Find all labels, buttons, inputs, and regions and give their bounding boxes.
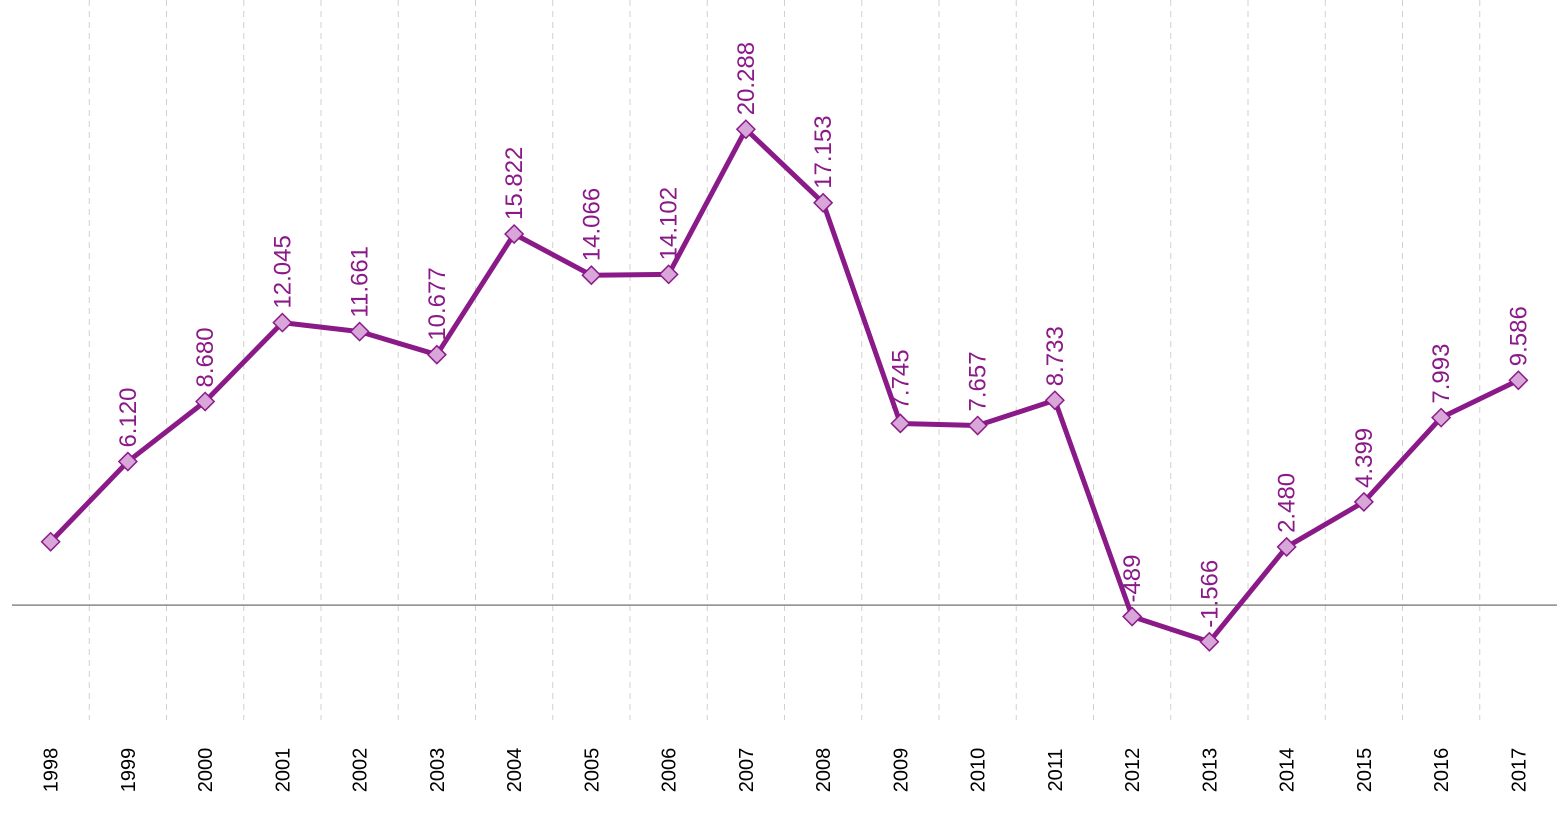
value-label: -1.566 bbox=[1196, 560, 1223, 628]
marker bbox=[504, 223, 525, 245]
x-tick-label: 2011 bbox=[1045, 748, 1067, 791]
value-label: 2.480 bbox=[1274, 473, 1301, 533]
x-tick-label: 2004 bbox=[504, 748, 526, 793]
x-tick-label: 2006 bbox=[659, 748, 681, 793]
marker bbox=[1122, 606, 1143, 627]
value-label: 14.066 bbox=[578, 188, 605, 261]
x-tick-label: 1999 bbox=[118, 748, 140, 793]
x-tick-label: 2001 bbox=[272, 748, 294, 793]
x-tick-label: 2003 bbox=[427, 748, 449, 793]
x-tick-label: 2017 bbox=[1508, 748, 1530, 793]
value-label: 6.120 bbox=[115, 387, 142, 447]
marker bbox=[813, 192, 834, 213]
marker bbox=[349, 321, 370, 342]
x-tick-label: 2014 bbox=[1277, 748, 1299, 793]
marker bbox=[117, 451, 138, 472]
x-tick-label: 2000 bbox=[195, 748, 217, 793]
marker bbox=[735, 119, 756, 140]
value-label: 10.677 bbox=[424, 267, 451, 340]
marker bbox=[1044, 390, 1065, 411]
x-tick-label: 1998 bbox=[41, 748, 63, 793]
value-label: 12.045 bbox=[269, 235, 296, 308]
marker bbox=[195, 391, 216, 412]
marker bbox=[658, 264, 679, 285]
marker bbox=[40, 531, 61, 552]
x-tick-label: 2015 bbox=[1354, 748, 1376, 793]
value-label: 8.680 bbox=[192, 327, 219, 387]
x-tick-label: 2010 bbox=[968, 748, 990, 793]
value-label: 17.153 bbox=[810, 115, 837, 188]
value-label: 15.822 bbox=[501, 147, 528, 220]
value-label: 7.657 bbox=[965, 351, 992, 411]
value-label: 8.733 bbox=[1042, 326, 1069, 386]
value-label: 20.288 bbox=[733, 42, 760, 115]
marker bbox=[1199, 631, 1220, 652]
value-label: -489 bbox=[1119, 555, 1146, 603]
x-tick-label: 2002 bbox=[350, 748, 372, 793]
x-tick-label: 2007 bbox=[736, 748, 758, 793]
x-tick-label: 2005 bbox=[581, 748, 603, 793]
line bbox=[48, 126, 1520, 645]
value-label: 14.102 bbox=[656, 187, 683, 260]
marker bbox=[1353, 491, 1374, 512]
x-tick-label: 2013 bbox=[1199, 748, 1221, 793]
marker bbox=[967, 415, 988, 436]
marker bbox=[1431, 407, 1452, 428]
value-label: 4.399 bbox=[1351, 428, 1378, 488]
marker bbox=[890, 413, 911, 434]
x-tick-label: 2008 bbox=[813, 748, 835, 793]
x-tick-label: 2012 bbox=[1122, 748, 1144, 793]
x-tick-label: 2009 bbox=[890, 748, 912, 793]
marker bbox=[426, 344, 447, 365]
marker bbox=[581, 265, 602, 286]
marker bbox=[1276, 536, 1297, 557]
marker bbox=[1508, 370, 1529, 391]
value-label: 7.993 bbox=[1428, 344, 1455, 404]
value-label: 11.661 bbox=[347, 246, 374, 318]
marker bbox=[272, 312, 293, 333]
x-tick-label: 2016 bbox=[1431, 748, 1453, 793]
value-label: 9.586 bbox=[1505, 306, 1532, 366]
value-label: 7.745 bbox=[887, 349, 914, 409]
